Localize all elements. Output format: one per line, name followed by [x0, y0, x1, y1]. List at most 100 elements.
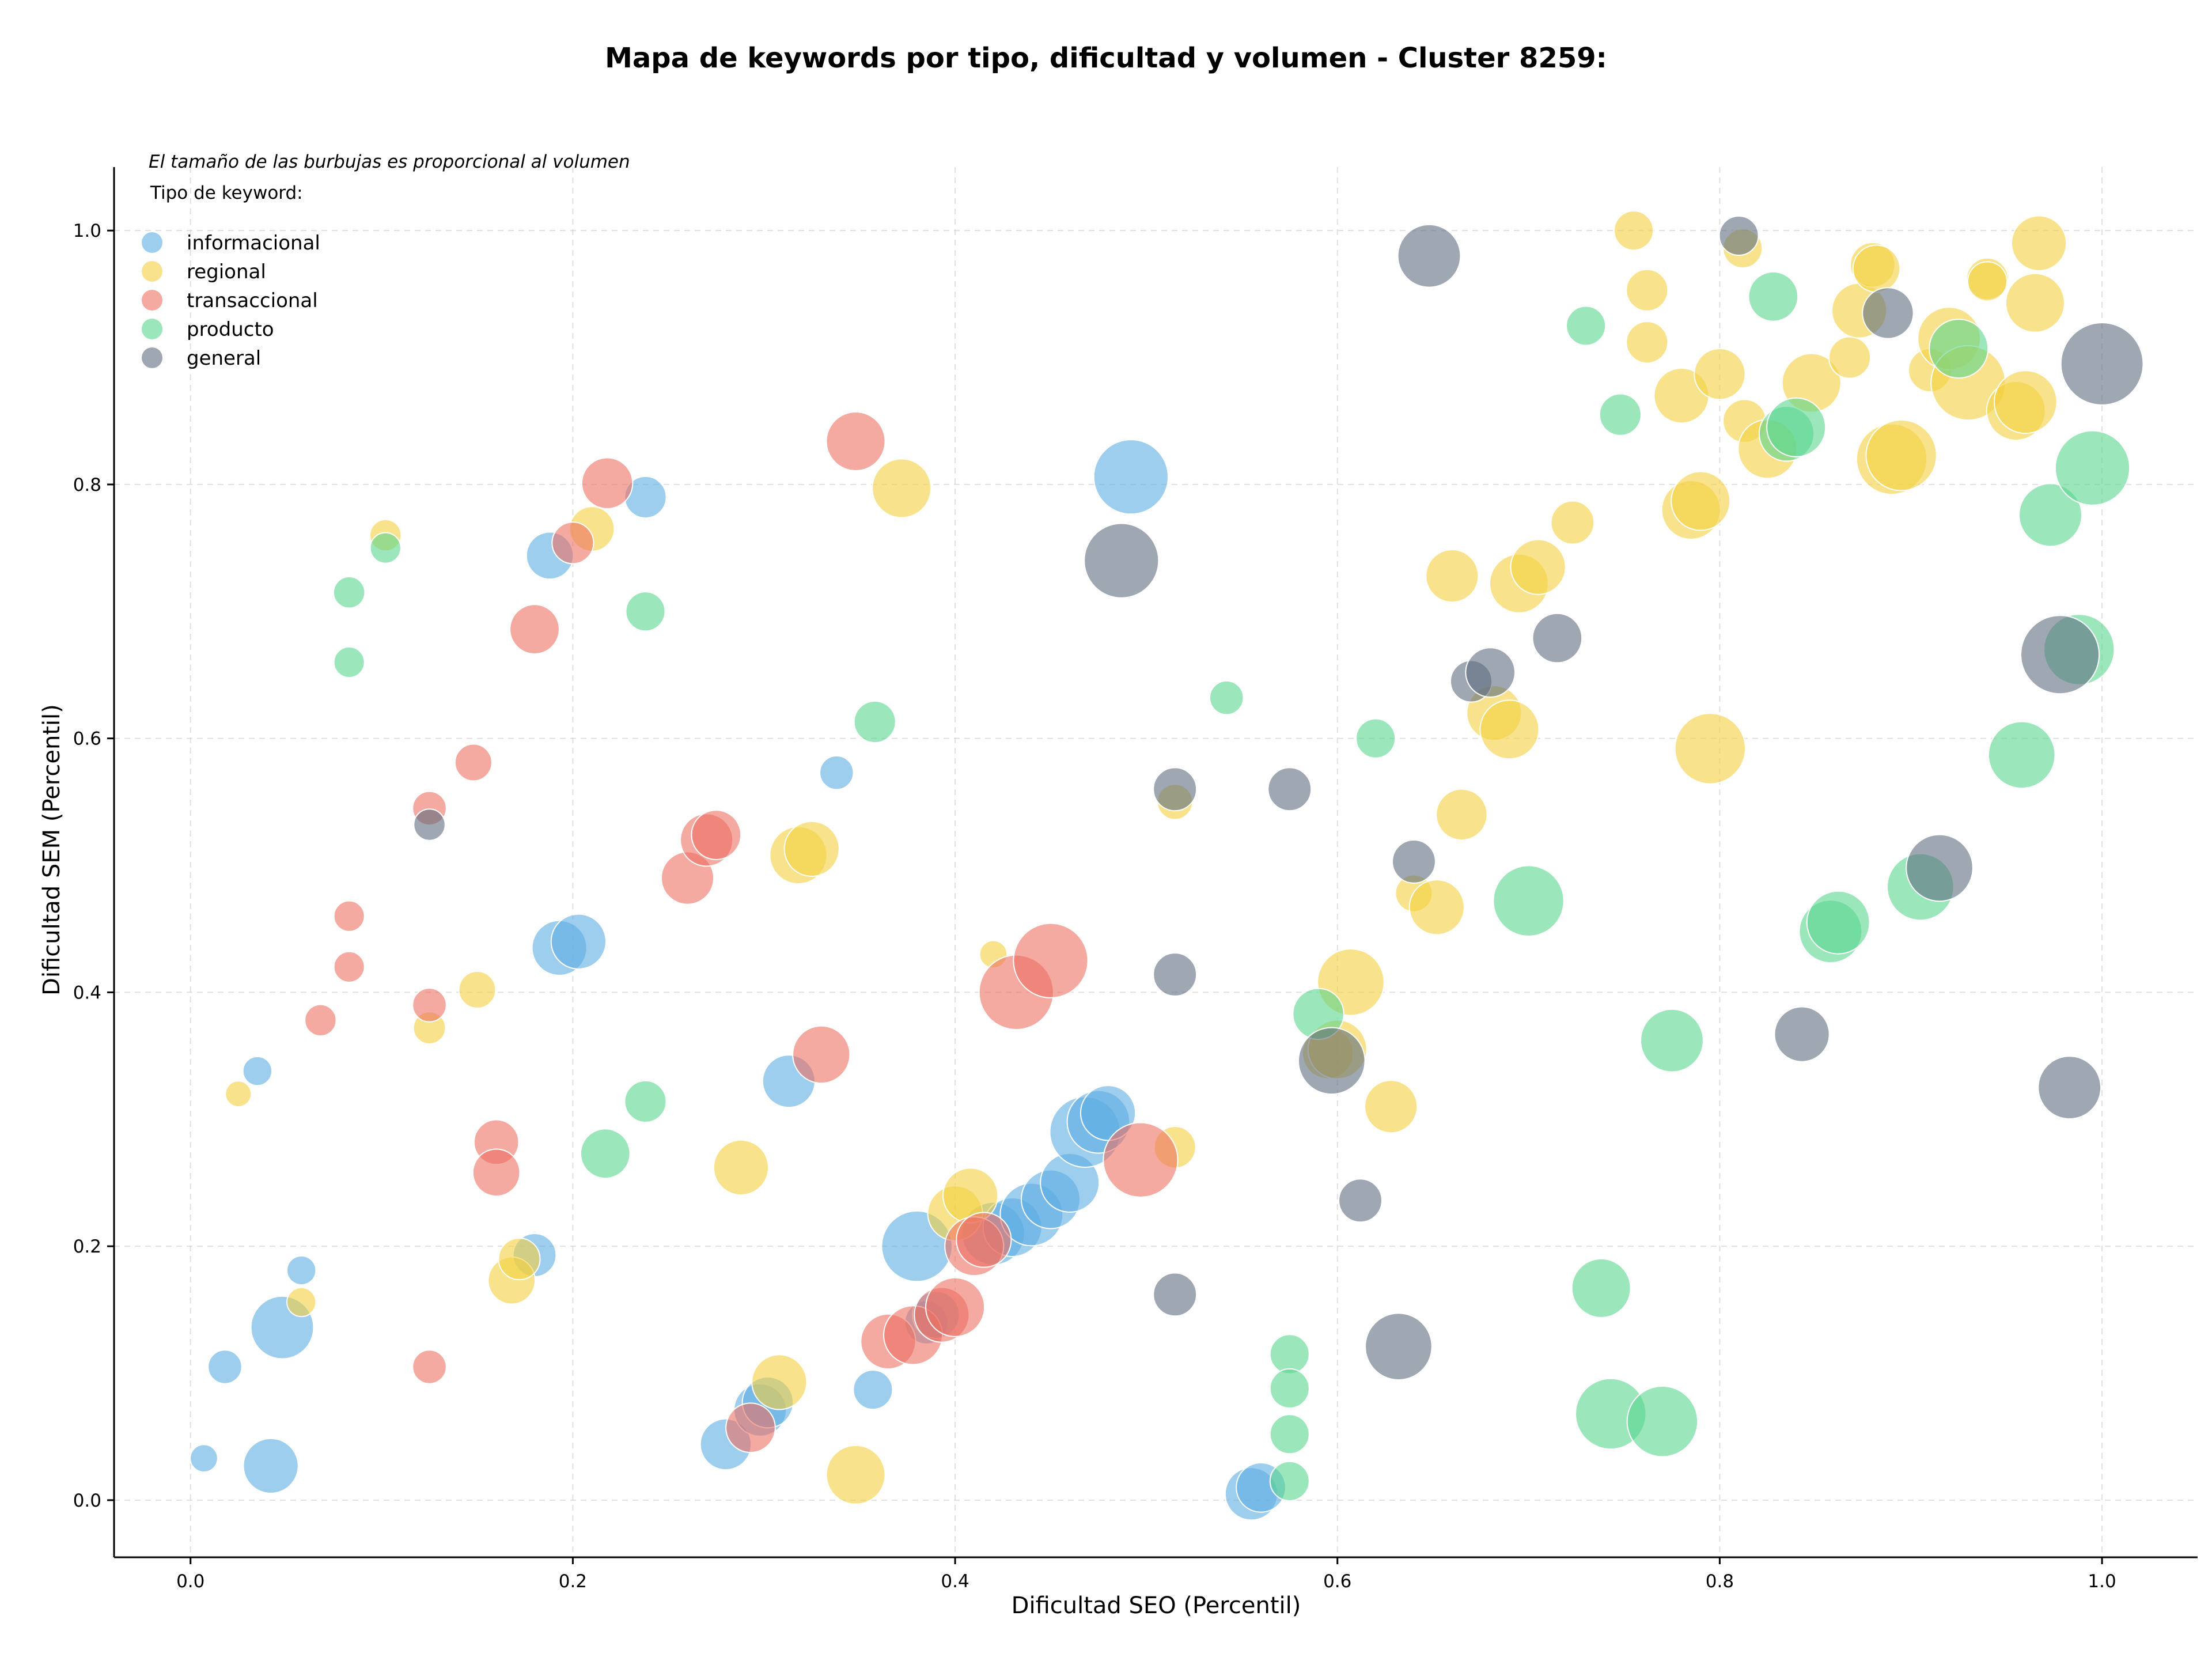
x-tick-label: 0.6	[1323, 1571, 1351, 1592]
bubble-producto	[332, 576, 366, 609]
y-tick-label: 1.0	[73, 221, 101, 241]
y-tick-label: 0.4	[73, 982, 101, 1003]
legend-title: Tipo de keyword:	[150, 183, 303, 203]
legend-label: transaccional	[187, 289, 318, 312]
bubble-general	[1338, 1178, 1382, 1223]
legend-item-regional: regional	[142, 260, 266, 283]
legend-marker	[142, 319, 162, 339]
bubble-general	[1397, 224, 1461, 288]
series-regional	[225, 210, 2067, 1505]
bubble-producto	[625, 591, 666, 632]
legend-item-informacional: informacional	[142, 232, 320, 255]
bubble-transaccional	[1103, 1122, 1179, 1198]
bubble-regional	[872, 458, 932, 519]
bubble-producto	[1269, 1414, 1310, 1455]
bubble-regional	[2010, 215, 2067, 271]
bubble-informacional	[190, 1444, 218, 1473]
bubble-producto	[1269, 1461, 1310, 1501]
bubble-regional	[1674, 713, 1747, 785]
y-axis-label: Dificultad SEM (Percentil)	[39, 704, 65, 996]
bubble-general	[2060, 322, 2144, 406]
bubble-regional	[1479, 699, 1540, 760]
bubble-size-note: El tamaño de las burbujas es proporciona…	[149, 152, 630, 172]
bubble-transaccional	[333, 900, 365, 932]
bubble-regional	[1550, 500, 1595, 545]
bubble-general	[1297, 1027, 1366, 1095]
bubble-transaccional	[956, 1212, 1012, 1268]
legend-item-transaccional: transaccional	[142, 289, 318, 312]
y-axis-ticks: 0.0 0.2 0.4 0.6 0.8 1.0	[73, 221, 114, 1511]
bubble-transaccional	[725, 1402, 776, 1454]
x-tick-label: 0.4	[941, 1571, 969, 1592]
legend: informacional regional transaccional produc…	[142, 232, 320, 370]
bubble-informacional	[286, 1255, 317, 1286]
bubble-general	[2020, 615, 2100, 695]
bubble-regional	[1828, 336, 1872, 379]
bubble-informacional	[207, 1349, 243, 1384]
bubble-general	[413, 808, 446, 841]
bubble-transaccional	[925, 1277, 986, 1337]
bubble-producto	[1929, 319, 1989, 379]
bubble-producto	[1269, 1368, 1310, 1409]
bubble-transaccional	[472, 1148, 521, 1197]
bubble-regional	[1613, 210, 1654, 251]
x-axis-label: Dificultad SEO (Percentil)	[1012, 1592, 1301, 1619]
bubble-regional	[1671, 471, 1731, 531]
x-tick-label: 0.8	[1706, 1571, 1734, 1592]
bubble-producto	[2054, 430, 2131, 506]
bubble-regional	[1626, 321, 1669, 364]
bubble-producto	[624, 1080, 667, 1123]
bubble-regional	[1993, 370, 2058, 434]
bubbles	[190, 210, 2144, 1521]
bubble-producto	[1599, 393, 1642, 436]
bubble-general	[1153, 952, 1198, 997]
bubble-regional	[1865, 419, 1937, 491]
legend-label: informacional	[187, 232, 320, 255]
bubble-transaccional	[792, 1025, 851, 1084]
bubble-regional	[1435, 788, 1488, 841]
bubble-transaccional	[412, 987, 447, 1023]
bubble-producto	[1987, 721, 2056, 789]
bubble-informacional	[853, 1369, 893, 1410]
bubble-general	[1084, 523, 1160, 599]
bubble-general	[1267, 767, 1312, 812]
bubble-regional	[225, 1080, 252, 1108]
bubble-transaccional	[581, 457, 634, 509]
legend-item-general: general	[142, 347, 261, 370]
bubble-regional	[1694, 347, 1746, 400]
x-tick-label: 1.0	[2088, 1571, 2116, 1592]
legend-label: general	[187, 347, 261, 370]
bubble-producto	[1748, 271, 1799, 322]
bubble-producto	[1640, 1008, 1704, 1073]
bubble-general	[2037, 1055, 2102, 1120]
series-producto	[332, 271, 2131, 1501]
bubble-informacional	[1080, 1085, 1137, 1141]
legend-item-producto: producto	[142, 318, 274, 341]
bubble-transaccional	[825, 411, 886, 471]
legend-label: producto	[187, 318, 274, 341]
bubble-regional	[286, 1287, 317, 1318]
bubble-general	[1532, 612, 1583, 664]
bubble-transaccional	[304, 1004, 337, 1037]
series-transaccional	[304, 411, 1179, 1454]
bubble-transaccional	[551, 521, 594, 565]
bubble-general	[1392, 839, 1436, 884]
x-tick-label: 0.2	[559, 1571, 587, 1592]
series-general	[413, 215, 2144, 1380]
x-tick-label: 0.0	[176, 1571, 204, 1592]
bubble-general	[1365, 1312, 1433, 1380]
legend-marker	[142, 232, 162, 253]
bubble-regional	[1967, 261, 2008, 302]
bubble-producto	[579, 1128, 631, 1179]
gridlines	[114, 167, 2198, 1557]
bubble-regional	[751, 1354, 808, 1410]
bubble-producto	[1209, 680, 1244, 716]
y-tick-label: 0.8	[73, 475, 101, 495]
bubble-producto	[2018, 483, 2082, 547]
bubble-producto	[333, 646, 365, 678]
bubble-regional	[713, 1139, 770, 1196]
bubble-producto	[369, 532, 402, 564]
bubble-transaccional	[691, 809, 742, 860]
bubble-regional	[783, 820, 840, 877]
bubble-regional	[1852, 244, 1901, 293]
